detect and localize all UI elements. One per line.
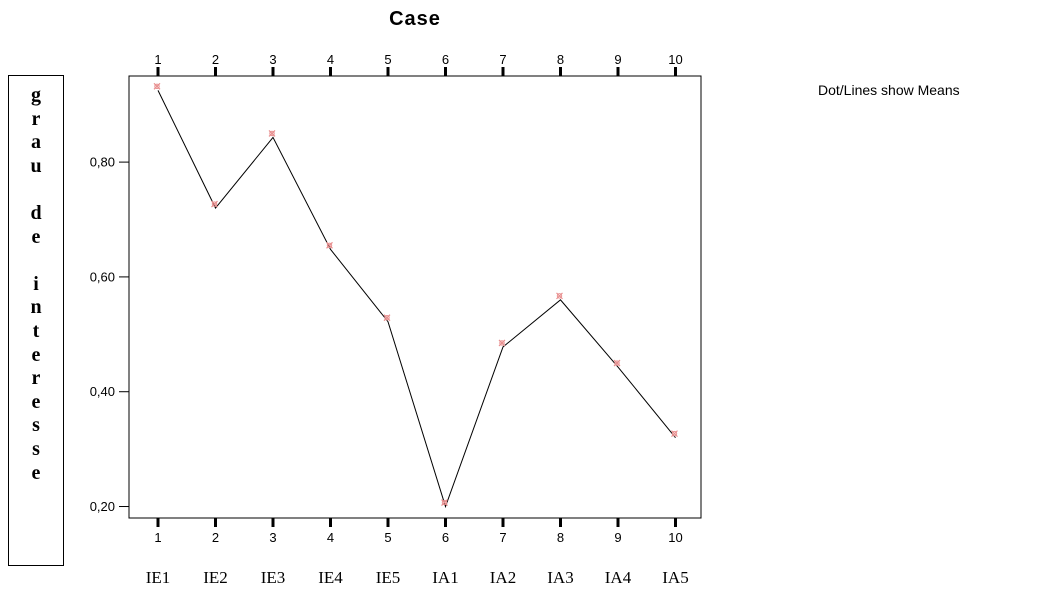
plot-area — [128, 75, 702, 519]
mean-marker — [498, 339, 506, 347]
category-label: IE5 — [376, 568, 401, 587]
category-label: IA4 — [605, 568, 632, 587]
category-label: IA5 — [662, 568, 688, 587]
y-tick-label: 0,40 — [90, 384, 115, 399]
bottom-tick-label: 2 — [212, 530, 219, 545]
bottom-tick-label: 5 — [384, 530, 391, 545]
y-axis-label-char: g — [31, 84, 41, 106]
bottom-tick-label: 4 — [327, 530, 334, 545]
chart-title: Case — [389, 8, 441, 30]
mean-marker — [441, 499, 448, 506]
y-axis-label-char: a — [31, 131, 41, 154]
mean-marker — [383, 314, 391, 322]
y-tick-label: 0,20 — [90, 499, 115, 514]
y-axis-label-char: r — [31, 107, 41, 130]
top-tick-label: 4 — [327, 52, 334, 67]
y-axis-label-char — [34, 178, 39, 202]
bottom-tick-label: 7 — [499, 530, 506, 545]
y-axis-label-char: u — [30, 154, 42, 177]
mean-marker — [211, 200, 218, 208]
bottom-tick-label: 9 — [614, 530, 621, 545]
y-tick-label: 0,80 — [90, 155, 115, 170]
category-label: IE1 — [146, 568, 171, 587]
series-layer — [153, 82, 678, 509]
category-label: IA3 — [547, 568, 573, 587]
top-tick-label: 8 — [557, 52, 564, 67]
y-axis-label-char: t — [32, 319, 40, 342]
category-label: IE4 — [318, 568, 343, 587]
y-axis-label-char: d — [30, 201, 42, 224]
top-tick-label: 3 — [269, 52, 276, 67]
y-axis-label-char: e — [31, 225, 41, 248]
y-axis-label-char: n — [30, 296, 42, 319]
y-axis-label-char: i — [33, 272, 39, 295]
y-axis: 0,20 0,40 0,60 0,80 — [90, 155, 129, 514]
mean-marker — [556, 292, 563, 300]
y-axis-label-char: s — [32, 437, 40, 460]
mean-marker — [326, 241, 333, 249]
y-axis-label-char: s — [32, 414, 40, 437]
top-tick-label: 1 — [154, 52, 161, 67]
y-axis-label-char: e — [31, 390, 41, 413]
top-tick-label: 9 — [614, 52, 621, 67]
category-label: IE3 — [261, 568, 286, 587]
mean-marker — [153, 82, 161, 90]
category-label: IA2 — [490, 568, 516, 587]
bottom-tick-label: 1 — [154, 530, 161, 545]
top-tick-label: 6 — [442, 52, 449, 67]
mean-marker — [268, 129, 276, 137]
bottom-tick-label: 6 — [442, 530, 449, 545]
y-axis-label-char: e — [31, 461, 41, 484]
top-tick-label: 7 — [499, 52, 506, 67]
bottom-axis: 1 2 3 4 5 6 7 8 9 10 IE1 IE2 IE3 IE4 IE5 IA1 IA2 IA3 IA4 IA… — [146, 518, 689, 587]
y-tick-label: 0,60 — [90, 269, 115, 284]
top-tick-label: 5 — [384, 52, 391, 67]
y-axis-label-char: r — [31, 367, 41, 390]
y-axis-label-char — [34, 249, 39, 273]
category-label: IA1 — [432, 568, 458, 587]
top-tick-label: 10 — [668, 52, 682, 67]
mean-marker — [671, 430, 678, 438]
mean-line — [157, 90, 676, 509]
bottom-tick-label: 10 — [668, 530, 682, 545]
mean-marker — [613, 359, 621, 367]
means-annotation: Dot/Lines show Means — [818, 82, 960, 98]
bottom-tick-label: 8 — [557, 530, 564, 545]
top-tick-label: 2 — [212, 52, 219, 67]
category-label: IE2 — [203, 568, 228, 587]
y-axis-label-char: e — [31, 343, 41, 366]
bottom-tick-label: 3 — [269, 530, 276, 545]
top-axis: 1 2 3 4 5 6 7 8 9 10 — [154, 52, 683, 76]
